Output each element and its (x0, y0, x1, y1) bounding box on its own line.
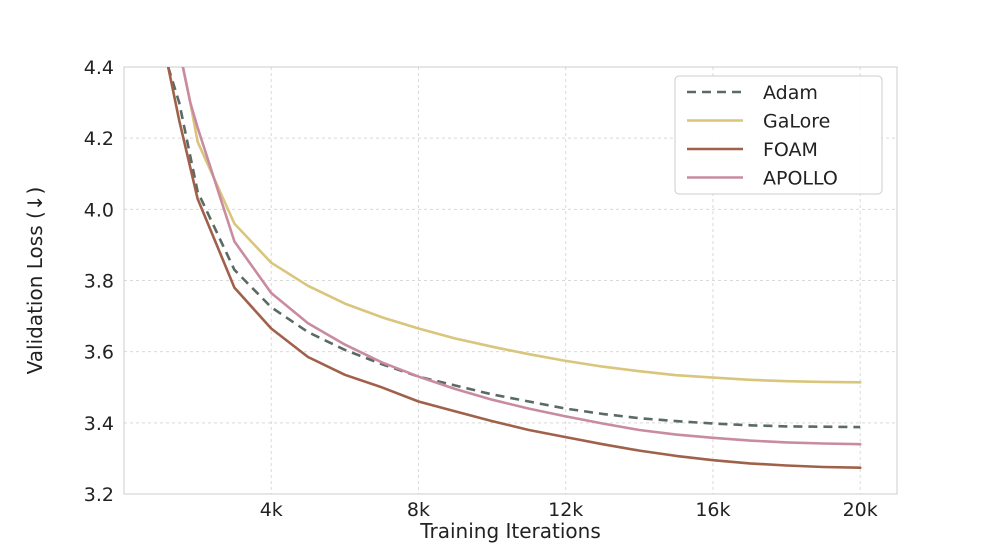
legend-box (674, 75, 883, 195)
legend: Adam GaLore FOAM APOLLO (674, 75, 883, 195)
series-line-galore (181, 67, 862, 384)
series-line-apollo (181, 67, 862, 446)
x-axis-ticks: 4k 8k 12k 16k 20k (260, 499, 878, 521)
series-layer (166, 67, 862, 470)
y-tick-label: 4.2 (84, 128, 114, 150)
x-tick-label: 12k (548, 499, 583, 521)
plot-area-frame (123, 66, 898, 495)
x-axis-title: Training Iterations (419, 519, 601, 543)
x-tick-label: 16k (695, 499, 730, 521)
y-tick-label: 4.4 (84, 57, 114, 79)
y-axis-ticks: 3.2 3.4 3.6 3.8 4.0 4.2 4.4 (84, 57, 114, 506)
series-line-foam (166, 67, 862, 470)
legend-label-galore: GaLore (763, 111, 830, 133)
x-tick-label: 4k (260, 499, 283, 521)
y-tick-label: 3.8 (84, 271, 114, 293)
y-axis-title: Validation Loss (↓) (23, 187, 47, 375)
x-tick-label: 8k (407, 499, 430, 521)
y-tick-label: 3.2 (84, 484, 114, 506)
y-tick-label: 3.6 (84, 342, 114, 364)
legend-label-apollo: APOLLO (763, 168, 838, 190)
legend-label-foam: FOAM (763, 139, 818, 161)
y-tick-label: 4.0 (84, 199, 114, 221)
x-tick-label: 20k (843, 499, 878, 521)
y-tick-label: 3.4 (84, 413, 114, 435)
legend-label-adam: Adam (763, 82, 818, 104)
series-line-adam (166, 67, 861, 429)
